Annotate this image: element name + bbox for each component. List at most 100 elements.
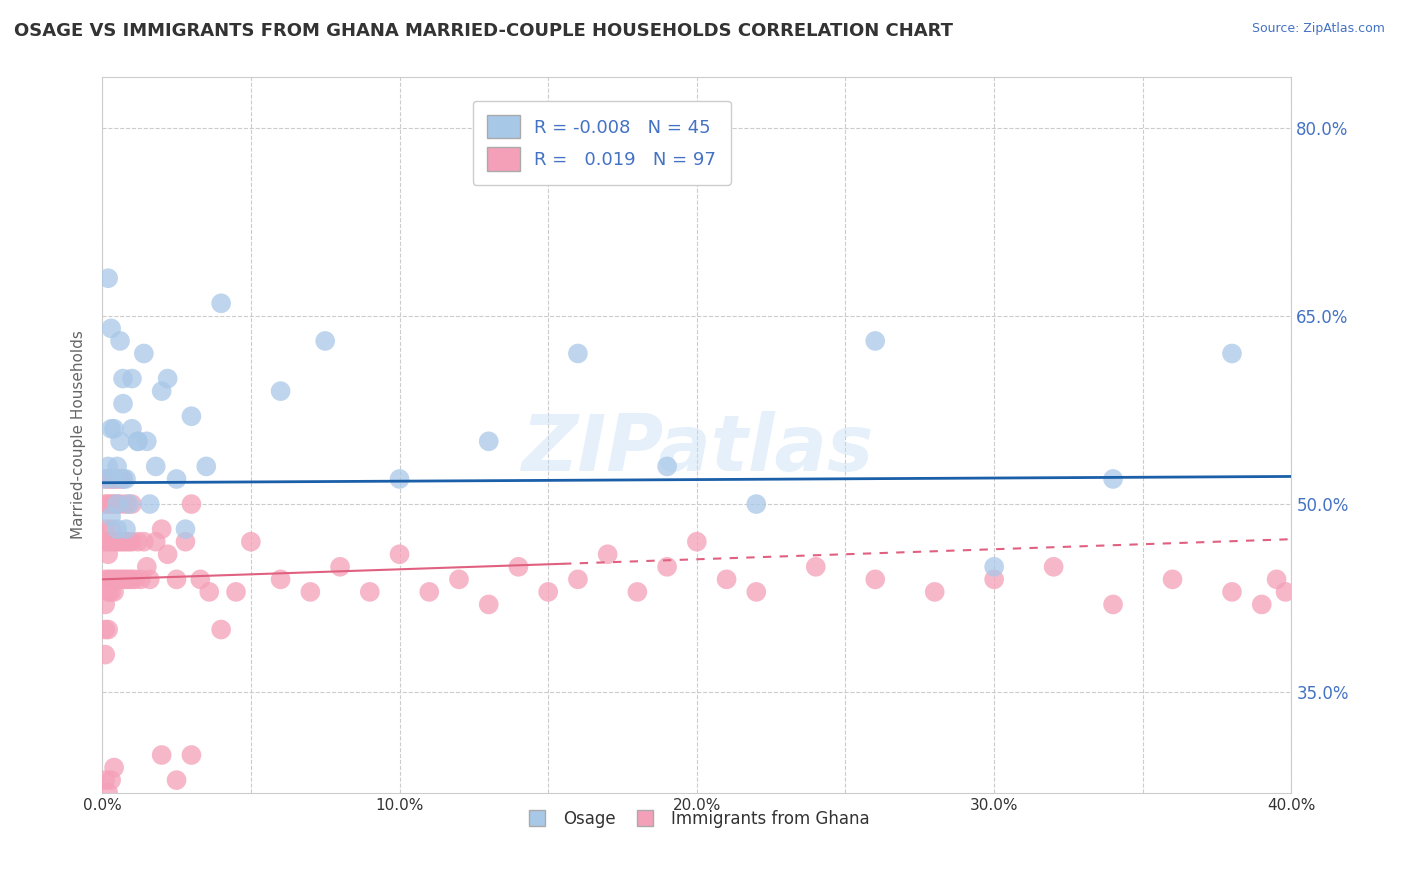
Point <box>111 534 134 549</box>
Point <box>100 585 122 599</box>
Point <box>924 585 946 599</box>
Point <box>105 459 128 474</box>
Point <box>983 559 1005 574</box>
Point <box>150 747 173 762</box>
Point <box>1102 598 1125 612</box>
Point <box>180 409 202 424</box>
Y-axis label: Married-couple Households: Married-couple Households <box>72 331 86 540</box>
Point <box>118 572 141 586</box>
Point <box>314 334 336 348</box>
Point <box>121 572 143 586</box>
Point <box>94 522 117 536</box>
Point <box>97 572 120 586</box>
Point <box>1265 572 1288 586</box>
Point <box>105 472 128 486</box>
Point <box>299 585 322 599</box>
Point <box>94 773 117 788</box>
Point <box>108 434 131 449</box>
Point <box>188 572 211 586</box>
Point <box>174 534 197 549</box>
Point <box>94 472 117 486</box>
Point <box>626 585 648 599</box>
Point <box>100 321 122 335</box>
Point <box>150 522 173 536</box>
Point <box>135 434 157 449</box>
Point <box>97 585 120 599</box>
Point <box>270 572 292 586</box>
Point <box>132 346 155 360</box>
Point <box>1102 472 1125 486</box>
Point <box>111 472 134 486</box>
Text: OSAGE VS IMMIGRANTS FROM GHANA MARRIED-COUPLE HOUSEHOLDS CORRELATION CHART: OSAGE VS IMMIGRANTS FROM GHANA MARRIED-C… <box>14 22 953 40</box>
Point <box>567 346 589 360</box>
Point <box>180 747 202 762</box>
Point <box>209 623 232 637</box>
Point <box>388 547 411 561</box>
Point <box>103 585 125 599</box>
Point <box>108 497 131 511</box>
Point <box>359 585 381 599</box>
Point <box>655 459 678 474</box>
Point <box>716 572 738 586</box>
Point <box>1042 559 1064 574</box>
Point <box>105 522 128 536</box>
Point <box>329 559 352 574</box>
Point <box>100 497 122 511</box>
Point <box>121 497 143 511</box>
Point <box>447 572 470 586</box>
Point <box>105 534 128 549</box>
Legend: Osage, Immigrants from Ghana: Osage, Immigrants from Ghana <box>517 803 876 834</box>
Point <box>100 472 122 486</box>
Text: ZIPatlas: ZIPatlas <box>520 411 873 487</box>
Point <box>863 334 886 348</box>
Point <box>156 547 179 561</box>
Point <box>103 760 125 774</box>
Point <box>94 623 117 637</box>
Point <box>115 472 138 486</box>
Point <box>478 598 501 612</box>
Point <box>121 534 143 549</box>
Point <box>686 534 709 549</box>
Point <box>115 497 138 511</box>
Point <box>1220 346 1243 360</box>
Point <box>127 534 149 549</box>
Point <box>94 497 117 511</box>
Point <box>94 598 117 612</box>
Point <box>180 497 202 511</box>
Point <box>111 371 134 385</box>
Point <box>108 534 131 549</box>
Point <box>537 585 560 599</box>
Point <box>127 434 149 449</box>
Point <box>97 459 120 474</box>
Point <box>118 497 141 511</box>
Point <box>418 585 440 599</box>
Point <box>1220 585 1243 599</box>
Point <box>166 572 188 586</box>
Point <box>115 534 138 549</box>
Point <box>108 572 131 586</box>
Point <box>145 534 167 549</box>
Point <box>129 572 152 586</box>
Point <box>1274 585 1296 599</box>
Point <box>209 296 232 310</box>
Point <box>863 572 886 586</box>
Point <box>1250 598 1272 612</box>
Point <box>103 534 125 549</box>
Point <box>655 559 678 574</box>
Point <box>745 585 768 599</box>
Point <box>100 572 122 586</box>
Point <box>111 472 134 486</box>
Point <box>270 384 292 398</box>
Point <box>97 547 120 561</box>
Point <box>745 497 768 511</box>
Point <box>100 773 122 788</box>
Point <box>108 334 131 348</box>
Point <box>108 472 131 486</box>
Point <box>478 434 501 449</box>
Point <box>115 572 138 586</box>
Point <box>174 522 197 536</box>
Point <box>195 459 218 474</box>
Point <box>166 472 188 486</box>
Point <box>118 534 141 549</box>
Point <box>124 572 146 586</box>
